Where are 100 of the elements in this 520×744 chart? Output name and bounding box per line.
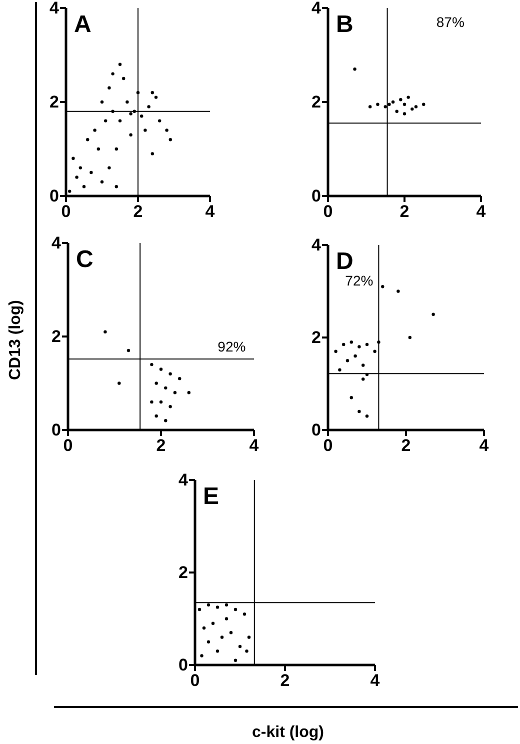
x-tick-label: 2	[133, 202, 143, 222]
point	[150, 152, 154, 156]
point	[365, 414, 369, 418]
point	[118, 382, 121, 385]
point	[90, 170, 93, 174]
annotation: D	[336, 248, 354, 275]
point	[111, 110, 114, 113]
point	[154, 414, 158, 418]
point	[96, 147, 100, 151]
point	[206, 603, 210, 606]
point	[410, 107, 414, 111]
point	[365, 372, 369, 376]
point	[224, 617, 228, 620]
point	[165, 128, 168, 132]
point	[173, 391, 177, 394]
point	[129, 133, 132, 136]
point	[224, 603, 228, 606]
y-tick-label: 4	[312, 235, 322, 254]
point	[362, 364, 365, 367]
point	[93, 128, 96, 132]
y-tick-label: 2	[312, 92, 321, 112]
point	[406, 96, 410, 99]
point	[358, 345, 361, 348]
point	[108, 166, 111, 170]
y-tick-label: 0	[312, 186, 321, 206]
point	[114, 185, 118, 188]
point	[200, 654, 204, 658]
point	[147, 105, 150, 108]
point	[399, 98, 402, 102]
point	[414, 105, 418, 108]
point	[432, 312, 435, 316]
point	[122, 76, 126, 80]
x-tick-label: 2	[401, 436, 411, 456]
point	[108, 86, 111, 90]
point	[129, 112, 132, 116]
x-tick-label: 4	[370, 671, 380, 690]
point	[72, 156, 75, 160]
point	[422, 102, 426, 106]
point	[234, 608, 238, 612]
point	[154, 96, 158, 99]
x-tick-label: 4	[249, 436, 260, 456]
point	[164, 419, 168, 422]
point	[402, 102, 406, 106]
y-tick-label: 0	[52, 420, 61, 440]
point	[381, 285, 384, 288]
point	[159, 368, 163, 371]
point	[238, 644, 242, 648]
point	[334, 350, 338, 353]
point	[111, 72, 114, 76]
annotation: E	[203, 483, 220, 510]
point	[168, 372, 172, 376]
point	[350, 340, 353, 344]
point	[132, 110, 136, 113]
text: c-kit (log)	[252, 724, 324, 741]
annotation: 92%	[218, 338, 246, 354]
y-tick-label: 2	[52, 326, 61, 346]
point	[396, 290, 400, 293]
point	[144, 128, 147, 132]
point	[154, 382, 158, 385]
annotation: C	[76, 246, 94, 273]
point	[216, 606, 220, 609]
point	[168, 138, 172, 142]
point	[140, 114, 144, 118]
point	[234, 658, 238, 662]
point	[86, 138, 90, 142]
point	[376, 102, 380, 106]
y-tick-label: 2	[50, 92, 59, 112]
point	[150, 91, 154, 94]
point	[358, 410, 361, 414]
point	[150, 362, 154, 366]
point	[373, 350, 376, 353]
point	[402, 112, 406, 116]
y-tick-label: 4	[312, 0, 322, 18]
point	[75, 176, 78, 179]
point	[118, 119, 122, 122]
point	[342, 342, 346, 346]
point	[150, 400, 154, 404]
point	[395, 110, 398, 113]
point	[104, 330, 107, 334]
x-tick-label: 2	[400, 202, 410, 222]
point	[388, 102, 391, 106]
point	[362, 378, 365, 381]
point	[168, 405, 172, 408]
point	[164, 386, 168, 390]
point	[78, 166, 82, 170]
annotation: B	[336, 11, 354, 38]
point	[216, 650, 220, 653]
point	[229, 631, 233, 634]
point	[245, 650, 248, 653]
y-tick-label: 4	[52, 233, 62, 252]
point	[353, 68, 356, 71]
annotation: 87%	[436, 14, 464, 30]
point	[346, 359, 350, 362]
point	[338, 368, 342, 372]
point	[365, 342, 369, 346]
point	[242, 612, 246, 616]
point	[350, 396, 353, 400]
point	[136, 91, 140, 94]
y-tick-label: 0	[178, 655, 188, 674]
x-tick-label: 2	[280, 671, 290, 690]
